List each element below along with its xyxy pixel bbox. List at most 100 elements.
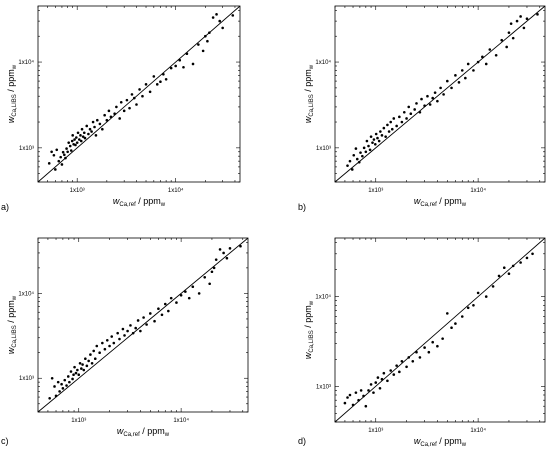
- panel-label: b): [298, 202, 306, 212]
- x-axis-label: wCa,ref / ppmw: [414, 196, 467, 208]
- data-point: [439, 86, 442, 90]
- data-point: [472, 303, 475, 307]
- data-point: [163, 302, 167, 306]
- data-point: [361, 154, 364, 158]
- data-point: [494, 53, 498, 57]
- data-point: [103, 347, 107, 351]
- x-axis-label: wCa,ref / ppmw: [414, 436, 467, 448]
- data-point: [121, 327, 125, 331]
- data-point: [61, 387, 65, 390]
- data-point: [109, 115, 113, 119]
- x-tick-label: 1x10⁴: [173, 417, 189, 424]
- data-point: [446, 79, 449, 83]
- data-point: [231, 14, 235, 17]
- data-point: [105, 339, 109, 342]
- data-point: [426, 94, 429, 98]
- data-point: [221, 26, 224, 30]
- data-point: [346, 164, 349, 167]
- data-point: [187, 296, 191, 300]
- data-point: [73, 365, 76, 369]
- data-point: [519, 261, 522, 264]
- data-point: [343, 401, 347, 405]
- data-point: [364, 404, 368, 408]
- plot-frame: [334, 5, 546, 183]
- data-point: [98, 351, 101, 355]
- data-point: [95, 118, 99, 122]
- data-point: [91, 120, 95, 124]
- data-point: [69, 149, 73, 152]
- data-point: [81, 363, 84, 366]
- data-point: [87, 359, 90, 363]
- data-point: [81, 135, 85, 138]
- data-point: [446, 312, 449, 315]
- data-point: [126, 329, 129, 333]
- data-point: [101, 127, 104, 131]
- plot-frame: [334, 237, 546, 423]
- data-point: [125, 98, 129, 102]
- data-point: [369, 383, 373, 386]
- data-point: [466, 306, 470, 310]
- data-point: [354, 391, 358, 394]
- data-point: [420, 97, 423, 101]
- x-tick-label: 1x10³: [71, 418, 86, 424]
- data-point: [379, 130, 382, 133]
- data-point: [398, 115, 401, 119]
- data-point: [129, 324, 132, 327]
- data-point: [531, 252, 534, 256]
- panel-label: d): [298, 436, 306, 446]
- data-point: [118, 337, 121, 341]
- x-tick-label: 1x10⁴: [168, 187, 184, 194]
- plot-frame: [37, 237, 249, 413]
- data-point: [144, 83, 148, 86]
- data-point: [119, 100, 123, 104]
- data-point: [77, 138, 81, 141]
- data-point: [123, 334, 126, 337]
- data-point: [75, 141, 79, 144]
- data-point: [372, 138, 376, 141]
- data-point: [74, 371, 78, 375]
- x-tick-label: 1x10³: [70, 188, 85, 194]
- data-point: [57, 159, 61, 163]
- data-point: [372, 391, 375, 394]
- data-point: [476, 60, 480, 64]
- data-point: [371, 141, 374, 144]
- data-point: [93, 125, 96, 129]
- reference-line: [38, 6, 240, 182]
- data-point: [138, 88, 141, 91]
- data-point: [70, 139, 74, 143]
- data-point: [418, 110, 422, 114]
- data-point: [511, 264, 515, 268]
- data-point: [65, 384, 68, 387]
- data-point: [218, 19, 222, 23]
- data-point: [182, 65, 185, 69]
- data-point: [454, 322, 457, 325]
- data-point: [405, 117, 408, 120]
- data-point: [63, 153, 66, 157]
- y-tick-label: 1x10⁴: [18, 59, 34, 66]
- data-point: [484, 295, 488, 298]
- data-point: [76, 368, 79, 372]
- data-point: [59, 155, 62, 159]
- data-point: [362, 394, 365, 398]
- data-point: [98, 122, 102, 126]
- data-point: [481, 55, 484, 59]
- data-point: [89, 353, 92, 356]
- data-point: [142, 316, 145, 319]
- data-point: [497, 274, 501, 278]
- data-point: [115, 105, 118, 109]
- data-point: [484, 62, 488, 66]
- data-point: [112, 341, 116, 345]
- data-point: [378, 387, 382, 390]
- data-point: [507, 272, 511, 275]
- plot-frame: [37, 5, 241, 183]
- data-point: [411, 359, 415, 363]
- data-point: [536, 13, 539, 16]
- data-point: [400, 120, 404, 124]
- data-point: [92, 349, 96, 353]
- data-point: [357, 160, 361, 164]
- data-point: [210, 270, 214, 274]
- data-point: [191, 62, 195, 66]
- data-point: [511, 36, 515, 40]
